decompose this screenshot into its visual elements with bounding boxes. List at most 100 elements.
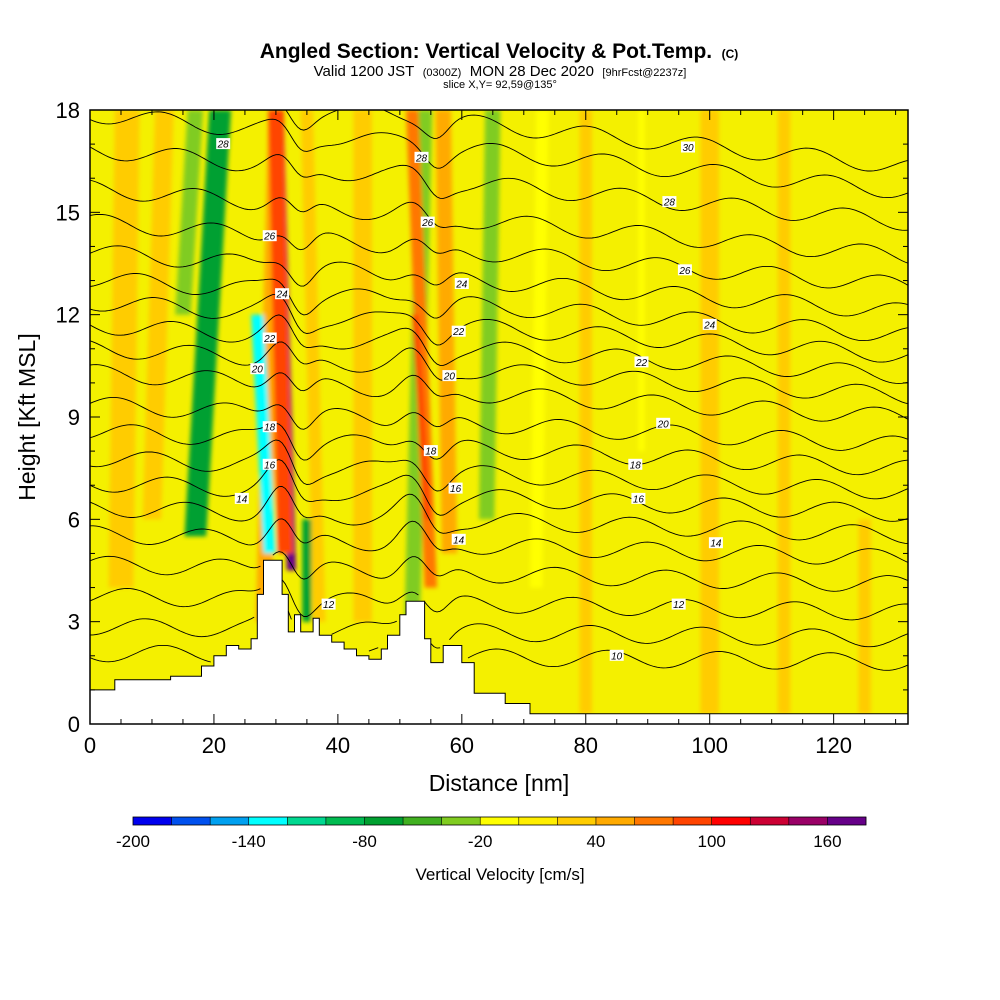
- colorbar: -200 -140 -80 -20 40 100 160: [116, 816, 867, 851]
- colorbar-swatch: [364, 817, 404, 825]
- contour-29: [90, 111, 908, 199]
- contour-12: [90, 579, 908, 621]
- contour-label: 14: [236, 494, 248, 505]
- colorbar-swatch: [171, 817, 211, 825]
- colorbar-swatch: [325, 817, 365, 825]
- contour-label: 26: [678, 266, 691, 277]
- contour-24: [90, 273, 908, 342]
- contour-label-bg: [451, 325, 466, 337]
- contour-label-bg: [454, 278, 469, 289]
- contour-label-bg: [442, 370, 457, 382]
- contour-label: 20: [443, 372, 456, 383]
- contour-label: 22: [263, 334, 276, 345]
- colorbar-tick-label: 40: [586, 832, 605, 851]
- x-tick-label: 80: [574, 733, 598, 758]
- contour-label-bg: [262, 458, 277, 470]
- contour-label-bg: [702, 318, 717, 330]
- contour-label: 14: [710, 539, 722, 550]
- contour-14: [90, 518, 908, 565]
- contour-label: 26: [421, 218, 434, 229]
- contour-label-bg: [262, 332, 277, 344]
- colorbar-swatch: [480, 817, 520, 825]
- velocity-band-10: [302, 519, 312, 622]
- contour-label: 24: [276, 290, 289, 301]
- subtitle-utc: (0300Z): [423, 67, 462, 79]
- contour-label-bg: [420, 216, 435, 228]
- colorbar-swatch: [441, 817, 481, 825]
- chart-subtitle: Valid 1200 JST (0300Z) MON 28 Dec 2020 […: [314, 63, 687, 80]
- contour-19: [90, 396, 908, 451]
- contour-label-bg: [609, 649, 624, 661]
- colorbar-tick-label: -200: [116, 832, 150, 851]
- colorbar-swatch: [287, 817, 327, 825]
- contour-label-bg: [656, 417, 671, 429]
- y-tick-label: 0: [68, 712, 80, 737]
- contour-28: [90, 146, 908, 231]
- contour-20: [90, 364, 908, 422]
- contour-label-bg: [262, 230, 277, 242]
- contour-23: [90, 293, 908, 363]
- contour-label-bg: [681, 141, 695, 153]
- y-tick-label: 15: [56, 200, 80, 225]
- contour-15: [90, 485, 908, 545]
- contour-label-bg: [708, 537, 723, 549]
- colorbar-swatch: [518, 817, 558, 825]
- contour-13: [90, 551, 908, 592]
- contour-label-bg: [631, 492, 646, 504]
- x-tick-label: 40: [326, 733, 350, 758]
- contour-label: 12: [673, 600, 685, 611]
- velocity-band-0: [184, 110, 231, 537]
- contour-label-bg: [451, 533, 466, 545]
- velocity-band-23: [700, 110, 719, 714]
- y-tick-label: 18: [56, 98, 80, 123]
- contour-label-bg: [634, 356, 649, 368]
- contour-label: 24: [455, 280, 468, 291]
- velocity-band-16: [478, 110, 501, 520]
- velocity-band-15: [435, 110, 458, 554]
- contour-label: 20: [657, 419, 670, 430]
- colorbar-swatch: [788, 817, 828, 825]
- contour-label-bg: [628, 458, 643, 470]
- contour-label-bg: [250, 363, 265, 375]
- contour-label: 22: [452, 327, 465, 338]
- plot-background: [90, 110, 908, 724]
- colorbar-tick-label: 100: [698, 832, 726, 851]
- velocity-band-19: [353, 110, 372, 622]
- contour-label: 30: [682, 143, 694, 154]
- contour-label: 28: [663, 198, 676, 209]
- contour-label-bg: [275, 288, 290, 300]
- contour-label: 14: [453, 535, 465, 546]
- contour-label: 18: [264, 423, 276, 434]
- contour-26: [90, 213, 908, 289]
- contour-label: 24: [703, 320, 716, 331]
- contour-label-bg: [662, 196, 677, 208]
- contour-label-bg: [234, 492, 249, 504]
- vertical-velocity-shading: [108, 110, 871, 714]
- contour-label: 26: [263, 232, 276, 243]
- contour-label-bg: [448, 482, 463, 494]
- colorbar-tick-label: 160: [813, 832, 841, 851]
- contour-label: 28: [415, 153, 428, 164]
- x-tick-label: 120: [815, 733, 852, 758]
- contour-label-bg: [423, 445, 438, 457]
- contour-label: 18: [425, 447, 437, 458]
- contour-label: 16: [633, 494, 645, 505]
- colorbar-tick-label: -140: [232, 832, 266, 851]
- contour-label-bg: [262, 421, 277, 433]
- colorbar-label: Vertical Velocity [cm/s]: [415, 865, 584, 884]
- terrain-mask: [90, 559, 908, 724]
- x-tick-label: 0: [84, 733, 96, 758]
- colorbar-swatch: [248, 817, 288, 825]
- contour-label: 20: [251, 365, 264, 376]
- y-tick-label: 12: [56, 303, 80, 328]
- contour-11: [90, 611, 908, 649]
- colorbar-swatch: [750, 817, 790, 825]
- colorbar-swatch: [133, 817, 172, 825]
- subtitle-valid: Valid 1200 JST: [314, 63, 415, 80]
- velocity-band-6: [268, 110, 293, 554]
- colorbar-tick-label: -80: [352, 832, 377, 851]
- contour-label: 18: [630, 460, 642, 471]
- colorbar-swatch: [673, 817, 712, 825]
- velocity-band-22: [858, 519, 871, 714]
- colorbar-swatch: [634, 817, 674, 825]
